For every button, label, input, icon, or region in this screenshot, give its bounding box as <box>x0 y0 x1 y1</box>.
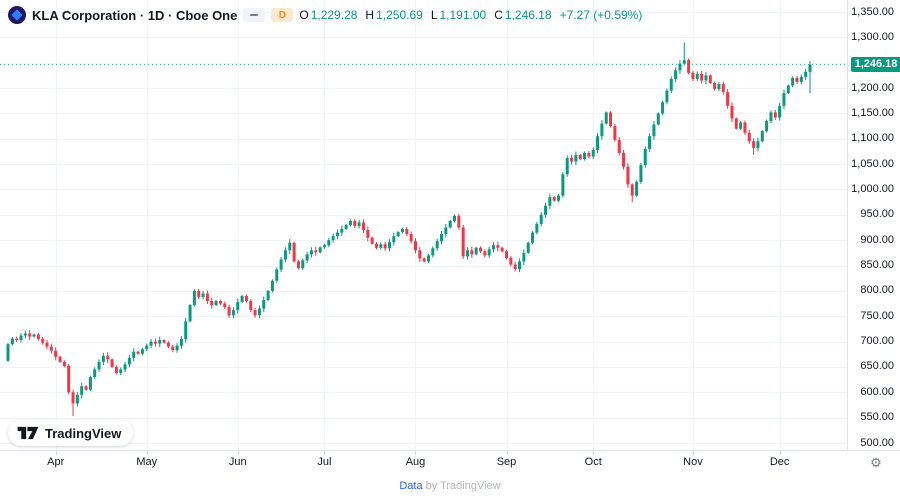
price-axis-label: 900.00 <box>860 233 894 246</box>
time-axis-label: Apr <box>47 456 65 468</box>
candles-series <box>6 42 812 417</box>
attribution-footer: Data by TradingView <box>0 474 900 498</box>
last-price-badge: 1,246.18 <box>851 57 900 73</box>
open-value: 1,229.28 <box>310 8 358 22</box>
time-axis-label: Aug <box>405 456 426 468</box>
price-axis-label: 1,000.00 <box>851 182 894 195</box>
price-axis-label: 1,050.00 <box>851 157 894 170</box>
time-axis-tick <box>146 451 148 455</box>
time-axis-tick <box>415 451 417 455</box>
time-axis-tick <box>55 451 57 455</box>
close-label: C <box>494 8 503 22</box>
symbol-legend: KLA Corporation · 1D · Cboe One D O 1,229… <box>8 6 642 24</box>
time-axis-label: Jun <box>228 456 247 468</box>
time-axis-tick <box>506 451 508 455</box>
time-axis-label: Nov <box>683 456 703 468</box>
price-axis-label: 1,300.00 <box>851 30 894 43</box>
price-axis-label: 750.00 <box>860 309 894 322</box>
price-axis-label: 600.00 <box>860 385 894 398</box>
open-label: O <box>299 8 309 22</box>
tradingview-logo-icon <box>17 426 39 440</box>
time-axis-tick <box>692 451 694 455</box>
time-axis-label: Dec <box>769 456 790 468</box>
time-axis-label: Jul <box>317 456 332 468</box>
price-axis-label: 1,200.00 <box>851 81 894 94</box>
price-axis-label: 950.00 <box>860 208 894 221</box>
settings-gear-icon[interactable]: ⚙ <box>870 455 882 470</box>
time-axis-label: Sep <box>496 456 517 468</box>
symbol-title[interactable]: KLA Corporation · 1D · Cboe One <box>32 7 238 23</box>
attribution-text: by TradingView <box>425 480 501 492</box>
candlestick-chart[interactable] <box>0 0 847 450</box>
change-value: +7.27 (+0.59%) <box>559 8 643 22</box>
price-axis-label: 500.00 <box>860 436 894 449</box>
price-axis-label: 700.00 <box>860 335 894 348</box>
interval-badge[interactable]: D <box>271 8 294 22</box>
time-axis[interactable]: ⚙ Apr May Jun Jul Aug Sep Oct Nov Dec <box>0 450 900 476</box>
high-value: 1,250.69 <box>376 8 423 22</box>
symbol-logo-icon <box>8 6 26 24</box>
ohlc-readout: O 1,229.28 H 1,250.69 L 1,191.00 C 1,246.18 … <box>299 8 642 22</box>
price-axis-label: 1,100.00 <box>851 132 894 145</box>
high-label: H <box>365 8 375 22</box>
close-value: 1,246.18 <box>504 8 552 22</box>
low-value: 1,191.00 <box>439 8 487 22</box>
price-axis[interactable]: 1,246.18 1,350.00 1,300.00 1,200.00 1,150.0… <box>847 0 900 474</box>
price-axis-label: 800.00 <box>860 284 894 297</box>
tradingview-watermark[interactable]: TradingView <box>8 420 134 446</box>
time-axis-label: Oct <box>584 456 602 468</box>
time-axis-tick <box>324 451 326 455</box>
time-axis-label: May <box>136 456 158 468</box>
time-axis-tick <box>237 451 239 455</box>
gridlines <box>0 0 847 450</box>
data-link[interactable]: Data <box>399 480 423 492</box>
tradingview-brand-text: TradingView <box>45 425 122 441</box>
price-axis-label: 550.00 <box>860 411 894 424</box>
price-axis-label: 650.00 <box>860 360 894 373</box>
price-axis-label: 850.00 <box>860 259 894 272</box>
price-axis-label: 1,350.00 <box>851 5 894 18</box>
time-axis-tick <box>593 451 595 455</box>
time-axis-tick <box>779 451 781 455</box>
price-axis-label: 1,150.00 <box>851 106 894 119</box>
indicator-dash-badge[interactable] <box>243 8 266 22</box>
low-label: L <box>430 8 438 22</box>
